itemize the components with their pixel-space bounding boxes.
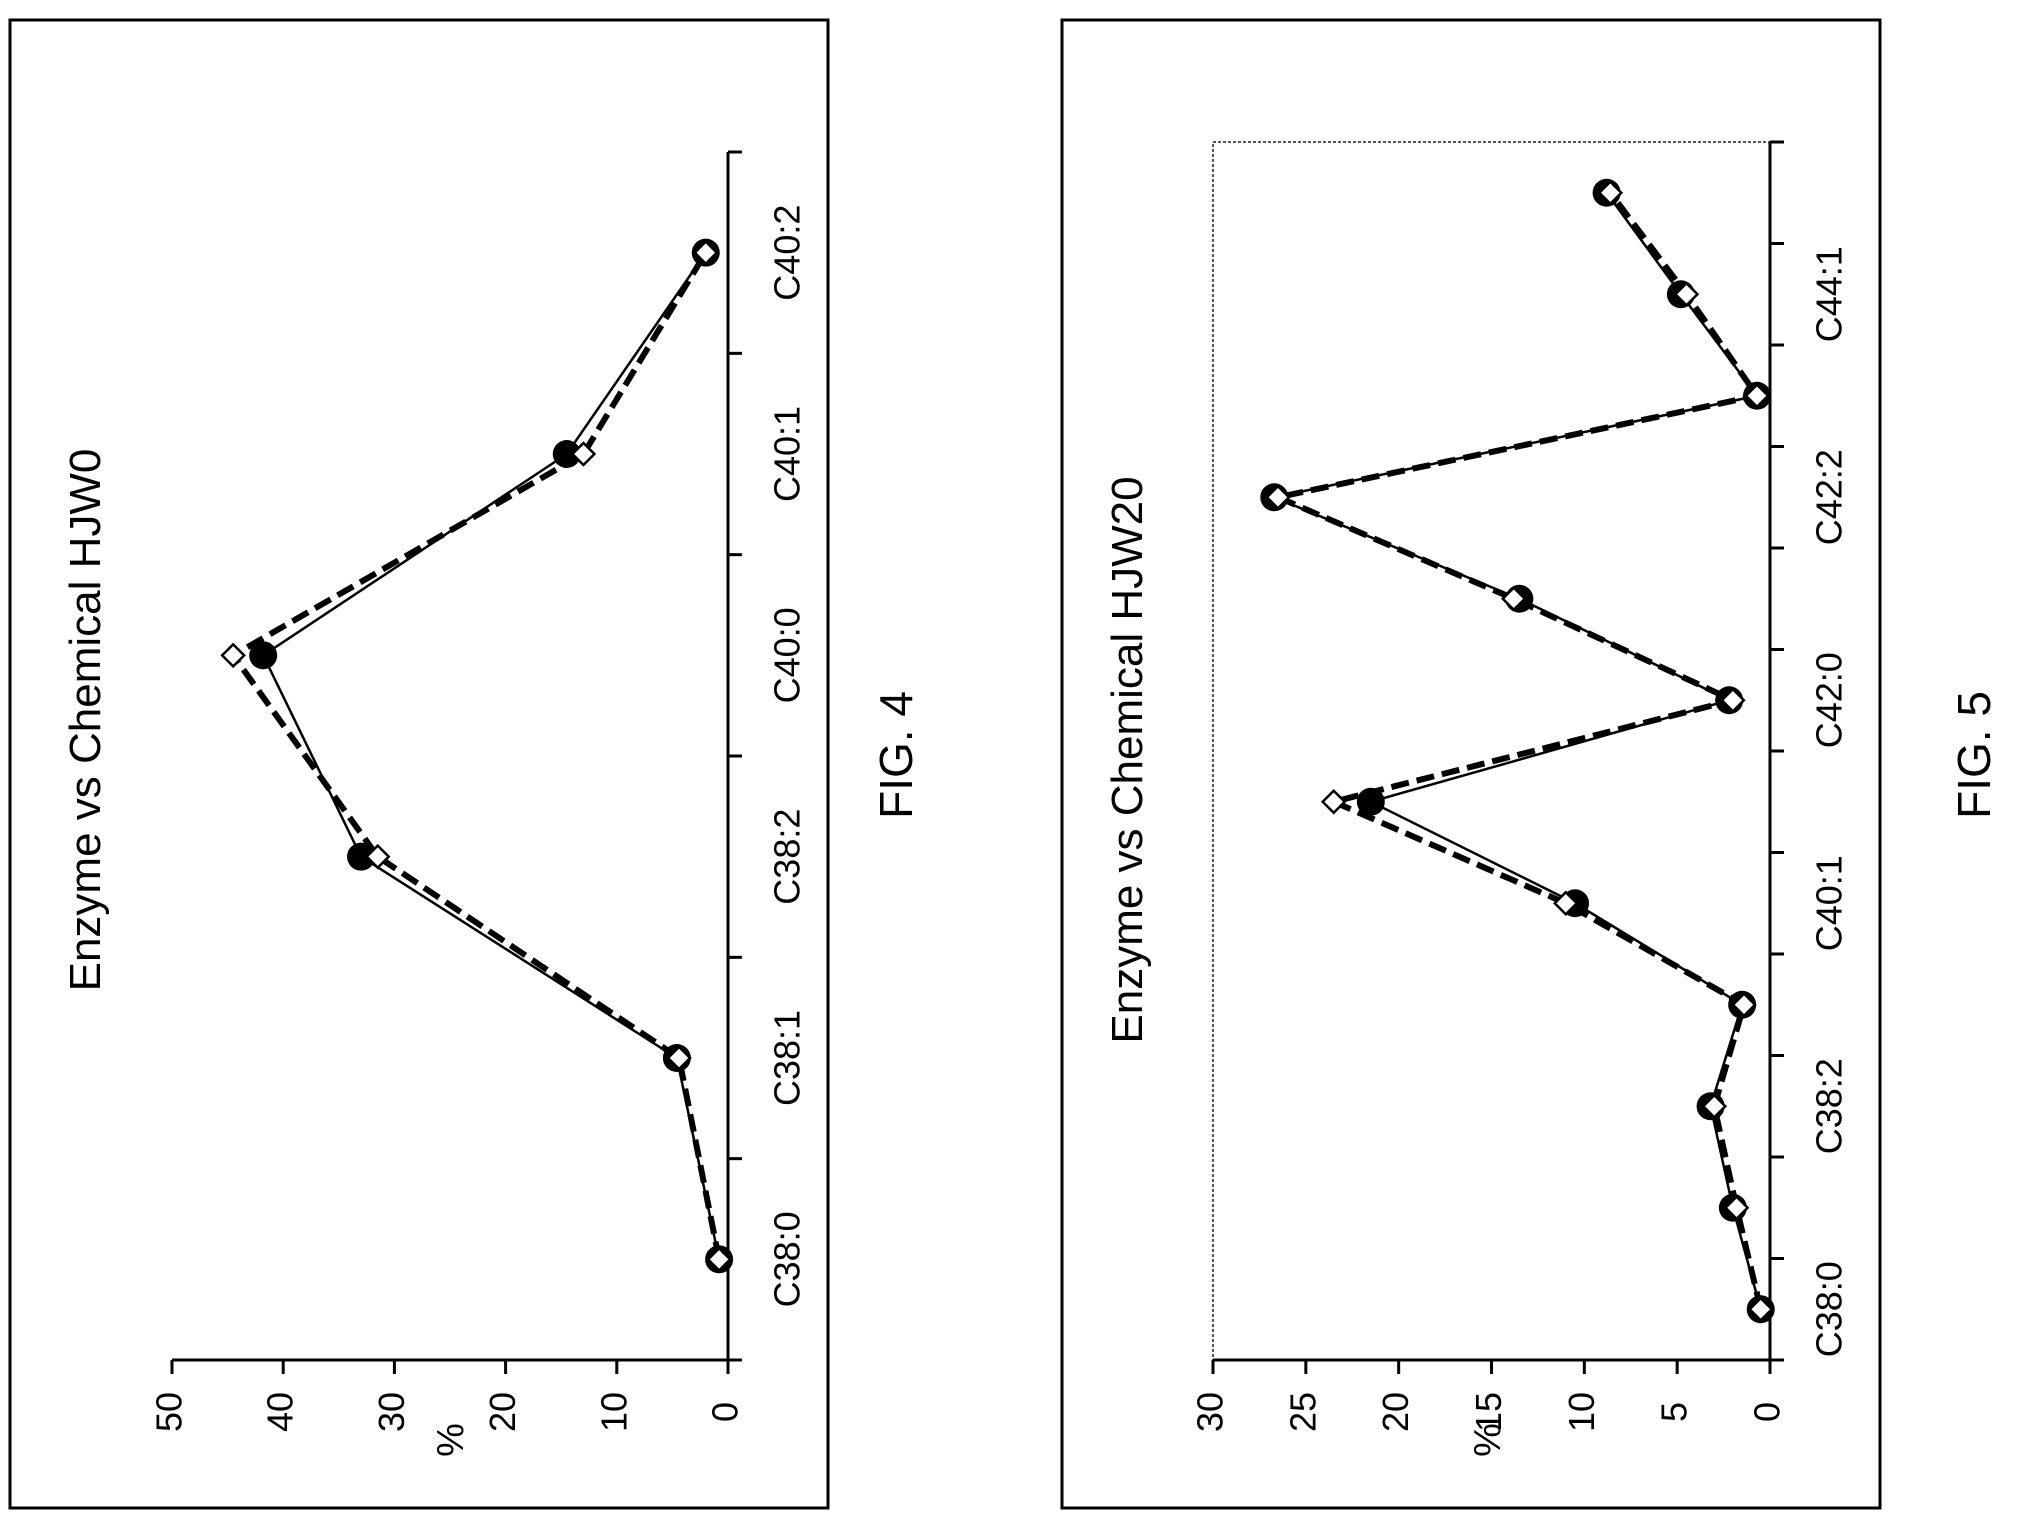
value-tick-label: 40 [260,1392,301,1432]
data-point-diamond [1552,890,1579,917]
y-axis-label: % [1467,1423,1509,1457]
value-tick-label: 10 [1561,1392,1602,1432]
series-line-dashed [1268,190,1764,1310]
chart-fig4: Enzyme vs Chemical HJW0 % 0 10 20 30 40 50 C38… [61,150,808,1457]
category-tick-label: C40:1 [1809,855,1850,951]
plot-area-border [1212,141,1771,1361]
chart-frame-fig4 [8,18,830,1510]
value-tick-label: 30 [371,1392,412,1432]
data-point-diamond [1720,687,1746,714]
figure-caption-fig5: FIG. 5 [1948,691,2000,819]
category-tick-label: C42:2 [1809,449,1850,545]
data-point-diamond [1501,585,1527,612]
data-point-diamond [1744,382,1770,409]
category-tick-label: C38:0 [767,1211,808,1307]
value-tick-label: 30 [1190,1392,1231,1432]
category-tick-label: C40:2 [767,205,808,301]
data-point-circle [249,641,278,670]
data-point-diamond [220,642,246,669]
data-point-diamond [1320,788,1347,815]
value-tick-label: 25 [1282,1392,1323,1432]
data-point-circle [347,842,376,871]
category-tick-label: C38:2 [1809,1058,1850,1154]
category-tick-label: C40:0 [767,607,808,703]
data-point-circle [1356,787,1385,816]
data-point-diamond [570,441,597,467]
value-tick-label: 0 [1747,1402,1788,1422]
series-line-solid [261,251,721,1260]
category-tick-label: C38:0 [1809,1261,1850,1357]
data-point-diamond [1747,1296,1774,1323]
value-tick-label: 5 [1654,1402,1695,1422]
data-point-diamond [1731,991,1757,1018]
series-line-solid [1270,192,1762,1310]
value-tick-label: 15 [1468,1392,1509,1432]
value-tick-label: 20 [482,1392,523,1432]
chart-frame-fig5 [1060,18,1882,1510]
value-tick-label: 20 [1375,1392,1416,1432]
value-tick-label: 0 [705,1402,746,1422]
category-tick-label: C40:1 [767,406,808,502]
value-tick-label: 50 [149,1392,190,1432]
chart-fig5: Enzyme vs Chemical HJW20 % 0 5 10 15 20 25 30 C… [1103,140,1850,1457]
data-point-diamond [666,1045,692,1071]
figure-caption-fig4: FIG. 4 [870,691,922,819]
data-point-diamond [1265,484,1291,511]
data-point-diamond [364,843,391,870]
series-line-dashed [228,251,723,1260]
chart-title: Enzyme vs Chemical HJW0 [61,449,110,992]
category-tick-label: C38:2 [767,809,808,905]
data-point-diamond [706,1246,732,1273]
data-point-diamond [1723,1194,1750,1221]
data-point-diamond [1673,281,1700,308]
y-axis-label: % [430,1423,472,1457]
chart-title: Enzyme vs Chemical HJW20 [1103,476,1152,1043]
data-point-diamond [1701,1093,1728,1120]
category-tick-label: C38:1 [767,1010,808,1106]
data-point-diamond [1597,179,1624,206]
data-point-diamond [692,239,719,266]
category-tick-label: C44:1 [1809,246,1850,342]
category-tick-label: C42:0 [1809,652,1850,748]
value-tick-label: 10 [593,1392,634,1432]
